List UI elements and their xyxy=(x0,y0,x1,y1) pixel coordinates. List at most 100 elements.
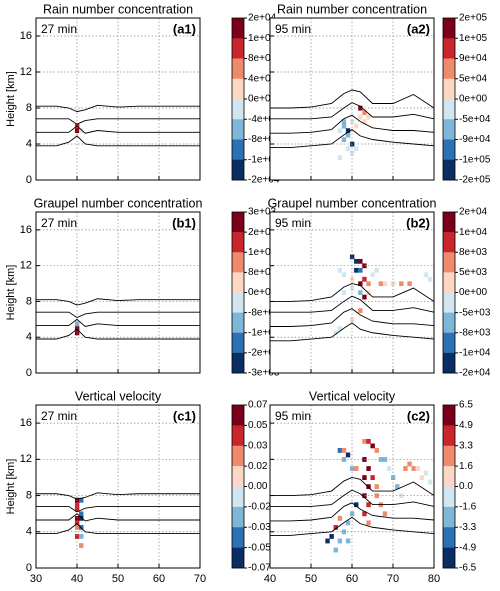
colorbar-band xyxy=(443,58,455,80)
heat-cell xyxy=(374,267,379,273)
colorbar-label: -2e+03 xyxy=(248,348,280,359)
panel: 0 4 8 12 16 Height [km] Rain number concentrat… xyxy=(5,2,280,186)
heat-cell xyxy=(349,150,355,156)
colorbar-band xyxy=(443,119,455,140)
heat-cell xyxy=(79,497,84,503)
time-label: 27 min xyxy=(41,22,77,36)
heat-cell xyxy=(366,281,371,287)
colorbar-label: 0.07 xyxy=(248,400,268,411)
y-axis-label: Height [km] xyxy=(5,459,17,515)
colorbar-label: -3.3 xyxy=(459,522,477,533)
colorbar-band xyxy=(232,159,244,181)
colorbar-label: 0.00 xyxy=(248,481,268,492)
heat-cell xyxy=(374,448,379,453)
heat-cell xyxy=(337,155,343,161)
y-axis-label: Height [km] xyxy=(5,265,17,321)
contour-line xyxy=(36,118,200,125)
colorbar-label: 8e+03 xyxy=(248,53,277,64)
heat-cell xyxy=(337,448,343,453)
heat-cell xyxy=(341,123,347,129)
heat-cell xyxy=(354,123,359,129)
y-tick-label: 12 xyxy=(20,453,32,465)
colorbar-band xyxy=(232,527,244,548)
heat-cell xyxy=(366,114,371,120)
heat-cell xyxy=(79,128,84,134)
x-tick-label: 40 xyxy=(264,573,276,585)
x-tick-label: 80 xyxy=(428,573,440,585)
colorbar-band xyxy=(232,405,244,426)
heat-cell xyxy=(362,110,367,116)
colorbar-band xyxy=(232,139,244,161)
colorbar-band xyxy=(232,119,244,140)
heat-cell xyxy=(370,475,375,481)
heat-cell xyxy=(354,258,359,264)
colorbar-label: -8e+02 xyxy=(248,307,280,318)
heat-cell xyxy=(345,452,351,458)
heat-cell xyxy=(366,466,371,471)
colorbar-band xyxy=(443,352,455,374)
heat-cell xyxy=(399,493,404,499)
colorbar-band xyxy=(232,352,244,374)
y-tick-label: 4 xyxy=(26,331,32,343)
panel-label: (b1) xyxy=(172,215,196,230)
y-tick-label: 4 xyxy=(26,526,32,538)
panel-title: Rain number concentration xyxy=(43,2,193,16)
heat-cell xyxy=(370,272,375,278)
heat-cell xyxy=(325,538,330,544)
colorbar-band xyxy=(232,425,244,447)
contour-line xyxy=(36,523,200,535)
heat-cell xyxy=(407,461,412,467)
y-tick-label: 16 xyxy=(20,30,32,42)
colorbar-label: 0e+00 xyxy=(248,287,277,298)
colorbar-label: 1.6 xyxy=(459,461,473,472)
heat-cell xyxy=(374,484,379,490)
panel-title: Graupel number concentration xyxy=(34,196,203,210)
colorbar-label: -2e+04 xyxy=(459,368,491,379)
y-tick-label: 8 xyxy=(26,102,32,114)
colorbar-band xyxy=(232,232,244,253)
heat-cell xyxy=(362,294,367,300)
panel-title: Vertical velocity xyxy=(75,389,162,403)
heat-cell xyxy=(419,475,425,481)
contour-line xyxy=(270,295,435,313)
contour-line xyxy=(270,476,435,497)
heat-cell xyxy=(378,457,384,462)
heat-cell xyxy=(354,146,359,152)
heat-cell xyxy=(358,290,363,296)
heat-cell xyxy=(423,470,429,476)
contour-line xyxy=(36,513,200,522)
heat-cell xyxy=(349,119,355,125)
heat-cell xyxy=(354,466,359,471)
colorbar-band xyxy=(232,212,244,233)
contour-line xyxy=(270,489,435,507)
panel: 30 40 50 60 70 0 4 8 12 16 Height [km] Vertical vel… xyxy=(5,389,271,585)
colorbar-label: -5e+04 xyxy=(459,114,491,125)
heat-cell xyxy=(399,281,404,287)
heat-cell xyxy=(423,272,429,278)
colorbar-band xyxy=(232,78,244,100)
heat-cell xyxy=(345,520,351,526)
colorbar-band xyxy=(443,332,455,354)
heat-cell xyxy=(362,119,367,125)
heat-cell xyxy=(74,321,80,327)
panel-title: Rain number concentration xyxy=(277,2,427,16)
colorbar-label: 2e+05 xyxy=(459,13,488,24)
contour-line xyxy=(270,102,435,120)
heat-cell xyxy=(345,538,351,544)
colorbar-label: -3e+03 xyxy=(248,368,280,379)
colorbar-label: -0.05 xyxy=(248,542,271,553)
colorbar-label: 1e+04 xyxy=(459,227,488,238)
heat-cell xyxy=(74,330,80,336)
panel: 0 4 8 12 16 Height [km] Graupel number concent… xyxy=(5,196,280,379)
heat-cell xyxy=(390,281,396,287)
colorbar-label: -4e+03 xyxy=(248,114,280,125)
colorbar-band xyxy=(232,445,244,467)
colorbar-band xyxy=(443,547,455,569)
colorbar-band xyxy=(232,547,244,569)
colorbar-label: -1.6 xyxy=(459,502,477,513)
colorbar-label: -8e+03 xyxy=(459,327,491,338)
colorbar-label: -5e+03 xyxy=(459,307,491,318)
contour-line xyxy=(36,328,200,340)
colorbar-band xyxy=(443,405,455,426)
heat-cell xyxy=(345,128,351,134)
